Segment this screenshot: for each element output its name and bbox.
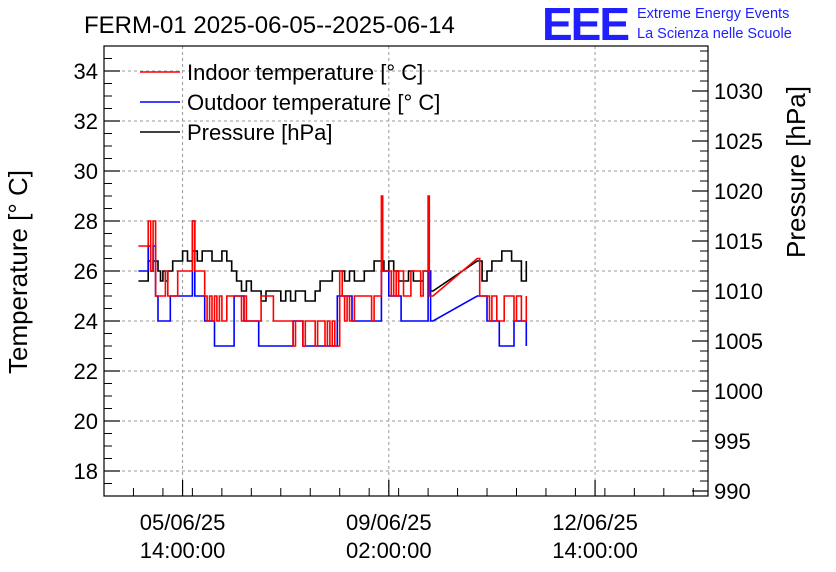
chart-title: FERM-01 2025-06-05--2025-06-14 bbox=[84, 12, 455, 39]
left-tick-label: 30 bbox=[74, 159, 98, 184]
left-tick-label: 18 bbox=[74, 459, 98, 484]
right-tick-label: 995 bbox=[714, 429, 751, 454]
legend: Indoor temperature [° C] Outdoor temperat… bbox=[140, 60, 440, 145]
left-tick-label: 32 bbox=[74, 109, 98, 134]
right-axis: 990 995 1000 1005 1010 1015 1020 1025 1030 bbox=[692, 50, 763, 504]
right-tick-label: 1020 bbox=[714, 179, 763, 204]
legend-label: Pressure [hPa] bbox=[187, 120, 333, 145]
right-tick-label: 1010 bbox=[714, 279, 763, 304]
x-axis: 05/06/25 14:00:00 09/06/25 02:00:00 12/06/25… bbox=[103, 480, 694, 563]
series-line-2 bbox=[138, 250, 528, 302]
right-tick-label: 1005 bbox=[714, 329, 763, 354]
right-tick-label: 1030 bbox=[714, 79, 763, 104]
right-tick-label: 990 bbox=[714, 479, 751, 504]
left-tick-label: 22 bbox=[74, 359, 98, 384]
logo-line2: La Scienza nelle Scuole bbox=[637, 26, 792, 42]
x-tick-date: 09/06/25 bbox=[346, 510, 432, 535]
left-tick-label: 20 bbox=[74, 409, 98, 434]
x-tick-time: 14:00:00 bbox=[552, 538, 638, 563]
legend-label: Outdoor temperature [° C] bbox=[187, 90, 440, 115]
right-tick-label: 1015 bbox=[714, 229, 763, 254]
left-tick-label: 28 bbox=[74, 209, 98, 234]
left-tick-label: 24 bbox=[74, 309, 98, 334]
right-axis-label: Pressure [hPa] bbox=[781, 86, 811, 258]
right-tick-label: 1025 bbox=[714, 129, 763, 154]
logo-line1: Extreme Energy Events bbox=[637, 6, 789, 22]
legend-label: Indoor temperature [° C] bbox=[187, 60, 423, 85]
left-axis: 18 20 22 24 26 28 30 32 34 bbox=[74, 45, 120, 497]
x-tick-date: 12/06/25 bbox=[552, 510, 638, 535]
left-axis-label: Temperature [° C] bbox=[3, 170, 33, 374]
x-tick-time: 02:00:00 bbox=[346, 538, 432, 563]
logo-mark: EEE bbox=[542, 0, 628, 50]
series-layer bbox=[138, 195, 528, 347]
left-tick-label: 26 bbox=[74, 259, 98, 284]
x-tick-date: 05/06/25 bbox=[140, 510, 226, 535]
eee-logo: EEE Extreme Energy Events La Scienza nel… bbox=[542, 0, 792, 50]
x-tick-time: 14:00:00 bbox=[140, 538, 226, 563]
series-line-0 bbox=[138, 195, 528, 347]
right-tick-label: 1000 bbox=[714, 379, 763, 404]
left-tick-label: 34 bbox=[74, 59, 98, 84]
